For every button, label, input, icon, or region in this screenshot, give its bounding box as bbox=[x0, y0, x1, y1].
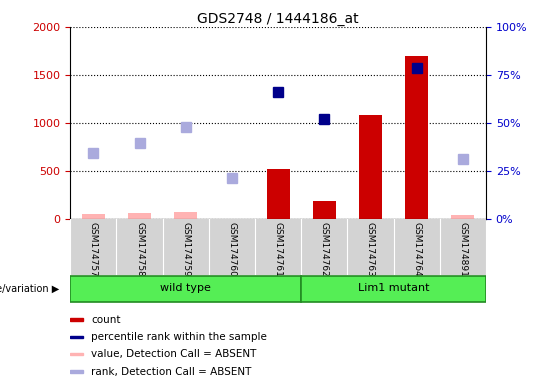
Text: GSM174761: GSM174761 bbox=[274, 222, 282, 276]
Bar bbox=[128, 213, 151, 219]
Text: GSM174763: GSM174763 bbox=[366, 222, 375, 276]
Bar bbox=[359, 115, 382, 219]
Text: GSM174758: GSM174758 bbox=[135, 222, 144, 276]
Text: GSM174764: GSM174764 bbox=[412, 222, 421, 276]
Bar bbox=[70, 336, 83, 338]
Text: wild type: wild type bbox=[160, 283, 211, 293]
Bar bbox=[70, 370, 83, 373]
Bar bbox=[405, 56, 428, 219]
Text: GSM174759: GSM174759 bbox=[181, 222, 190, 276]
Title: GDS2748 / 1444186_at: GDS2748 / 1444186_at bbox=[197, 12, 359, 26]
Bar bbox=[70, 353, 83, 356]
Text: GSM174762: GSM174762 bbox=[320, 222, 329, 276]
Bar bbox=[267, 169, 289, 219]
Bar bbox=[451, 215, 475, 219]
Bar bbox=[70, 318, 83, 321]
Text: genotype/variation ▶: genotype/variation ▶ bbox=[0, 284, 59, 294]
Bar bbox=[82, 214, 105, 219]
Text: value, Detection Call = ABSENT: value, Detection Call = ABSENT bbox=[91, 349, 256, 359]
Text: count: count bbox=[91, 314, 120, 325]
Bar bbox=[174, 212, 197, 219]
Text: GSM174757: GSM174757 bbox=[89, 222, 98, 276]
Text: GSM174891: GSM174891 bbox=[458, 222, 468, 276]
FancyBboxPatch shape bbox=[70, 276, 301, 302]
Text: GSM174760: GSM174760 bbox=[227, 222, 237, 276]
Text: percentile rank within the sample: percentile rank within the sample bbox=[91, 332, 267, 342]
FancyBboxPatch shape bbox=[301, 276, 486, 302]
Text: rank, Detection Call = ABSENT: rank, Detection Call = ABSENT bbox=[91, 366, 251, 377]
Text: Lim1 mutant: Lim1 mutant bbox=[358, 283, 429, 293]
Bar bbox=[313, 200, 336, 219]
